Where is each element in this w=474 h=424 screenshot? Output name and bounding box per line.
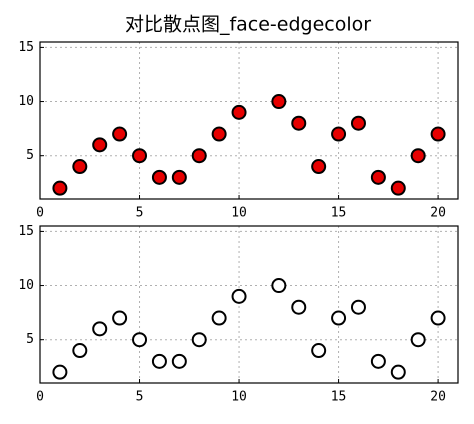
point [410,148,426,164]
point [92,321,108,337]
point [72,159,88,175]
point [231,104,247,120]
y-tick-label: 5 [26,148,34,163]
point [171,353,187,369]
point [112,310,128,326]
point [331,126,347,142]
x-tick-label: 0 [36,206,44,221]
point [132,332,148,348]
x-tick-label: 10 [231,390,247,405]
x-tick-label: 20 [430,206,446,221]
point [151,169,167,185]
point [211,310,227,326]
chart-title: 对比散点图_face-edgecolor [125,14,371,36]
point [350,299,366,315]
point [291,299,307,315]
y-tick-label: 15 [18,40,34,55]
axes-frame [39,225,459,384]
point [132,148,148,164]
y-tick-label: 10 [18,278,34,293]
x-tick-label: 0 [36,390,44,405]
x-tick-label: 15 [331,390,347,405]
point [271,94,287,110]
point [410,332,426,348]
point [72,343,88,359]
axes-frame [39,41,459,200]
point [191,332,207,348]
point [370,353,386,369]
point [331,310,347,326]
point [291,115,307,131]
point [390,364,406,380]
point [311,159,327,175]
point [151,353,167,369]
point [390,180,406,196]
y-tick-label: 15 [18,224,34,239]
point [112,126,128,142]
point [191,148,207,164]
x-tick-label: 10 [231,206,247,221]
point [52,364,68,380]
point [350,115,366,131]
point [211,126,227,142]
y-tick-label: 10 [18,94,34,109]
point [231,288,247,304]
point [92,137,108,153]
x-tick-label: 5 [136,390,144,405]
point [311,343,327,359]
y-tick-label: 5 [26,332,34,347]
point [171,169,187,185]
point [430,310,446,326]
point [271,278,287,294]
x-tick-label: 5 [136,206,144,221]
x-tick-label: 15 [331,206,347,221]
point [52,180,68,196]
point [430,126,446,142]
x-tick-label: 20 [430,390,446,405]
point [370,169,386,185]
